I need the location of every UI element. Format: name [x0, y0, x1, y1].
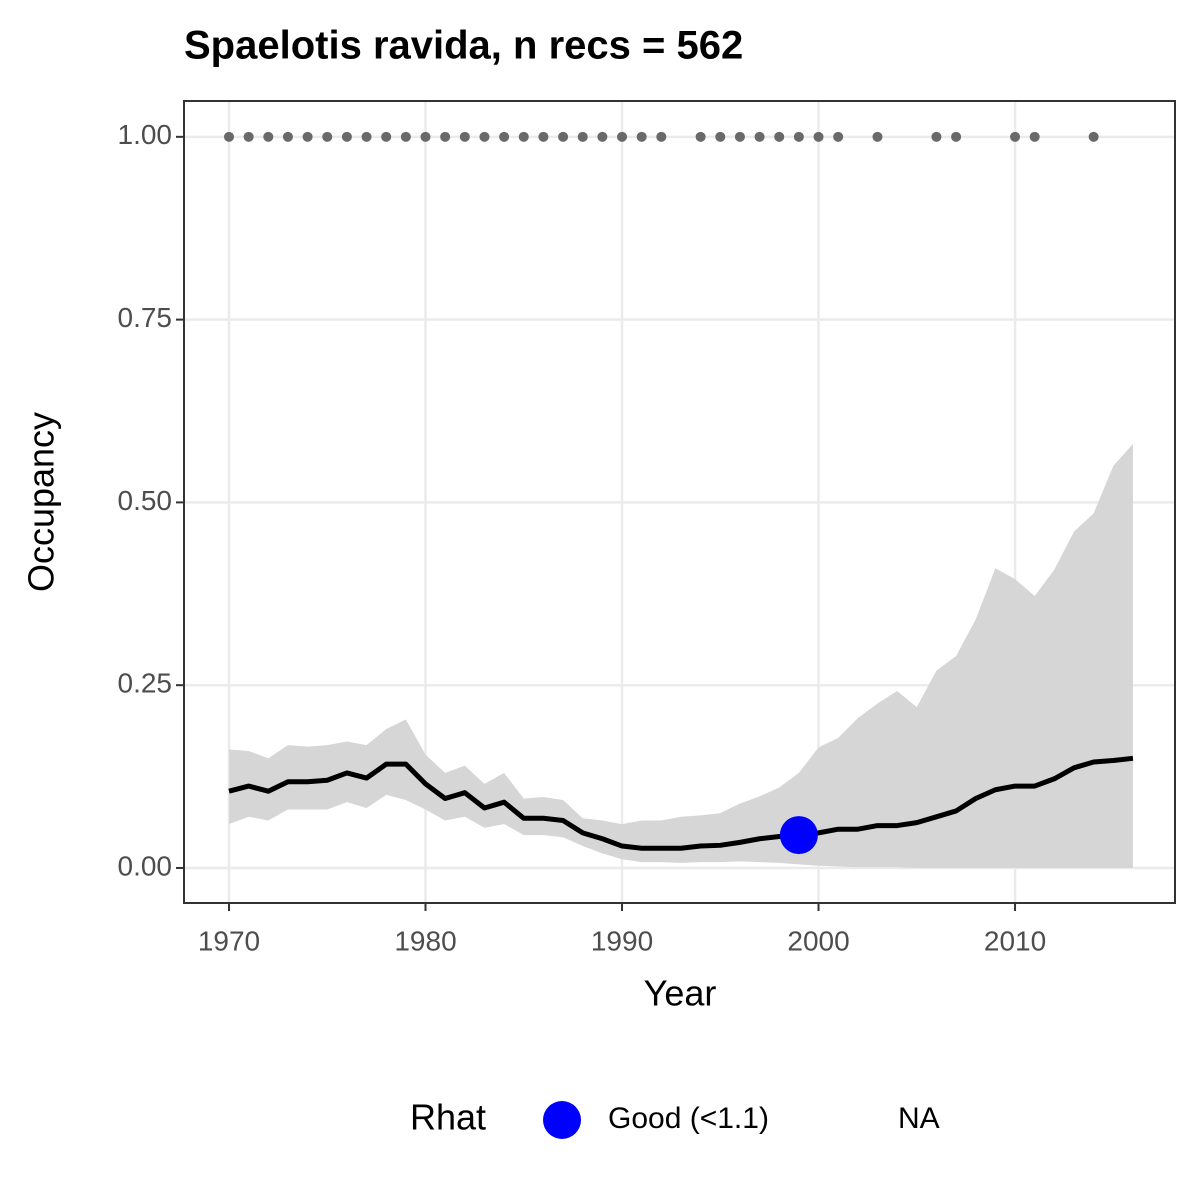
record-point: [499, 131, 510, 142]
record-point: [774, 131, 785, 142]
record-point: [656, 131, 667, 142]
record-point: [518, 131, 529, 142]
record-point: [440, 131, 451, 142]
record-point: [243, 131, 254, 142]
y-tick-label: 1.00: [118, 119, 173, 150]
record-point: [793, 131, 804, 142]
y-tick-label: 0.50: [118, 485, 173, 516]
x-tick-label: 2010: [984, 925, 1046, 956]
legend-label: NA: [898, 1102, 940, 1135]
panel-border: [183, 100, 1176, 904]
record-point: [263, 131, 274, 142]
record-point: [754, 131, 765, 142]
record-point: [341, 131, 352, 142]
record-point: [282, 131, 293, 142]
record-point: [381, 131, 392, 142]
record-point: [617, 131, 628, 142]
record-point: [833, 131, 844, 142]
record-point: [224, 131, 235, 142]
record-point: [400, 131, 411, 142]
x-axis-title: Year: [644, 973, 717, 1014]
record-point: [695, 131, 706, 142]
record-point: [597, 131, 608, 142]
chart-title: Spaelotis ravida, n recs = 562: [184, 24, 743, 68]
record-point: [479, 131, 490, 142]
legend-title: Rhat: [410, 1097, 486, 1138]
record-point: [577, 131, 588, 142]
record-point: [813, 131, 824, 142]
y-tick-label: 0.75: [118, 302, 173, 333]
record-point: [1010, 131, 1021, 142]
confidence-band: [229, 443, 1133, 868]
record-point: [931, 131, 942, 142]
record-point: [538, 131, 549, 142]
record-point: [1088, 131, 1099, 142]
y-tick-label: 0.00: [118, 850, 173, 881]
record-point: [420, 131, 431, 142]
x-tick-label: 1980: [394, 925, 456, 956]
record-point: [558, 131, 569, 142]
rhat-point: [779, 816, 818, 855]
record-point: [872, 131, 883, 142]
record-point: [715, 131, 726, 142]
record-point: [1029, 131, 1040, 142]
record-point: [302, 131, 313, 142]
y-tick-label: 0.25: [118, 668, 173, 699]
legend-label: Good (<1.1): [608, 1102, 769, 1135]
record-point: [734, 131, 745, 142]
record-point: [636, 131, 647, 142]
record-point: [459, 131, 470, 142]
y-axis-title: Occupancy: [21, 412, 62, 592]
x-tick-label: 1970: [198, 925, 260, 956]
x-tick-label: 2000: [787, 925, 849, 956]
record-point: [951, 131, 962, 142]
legend-key: [543, 1101, 581, 1139]
x-tick-label: 1990: [591, 925, 653, 956]
record-point: [361, 131, 372, 142]
mean-line: [228, 755, 1134, 851]
record-point: [322, 131, 333, 142]
